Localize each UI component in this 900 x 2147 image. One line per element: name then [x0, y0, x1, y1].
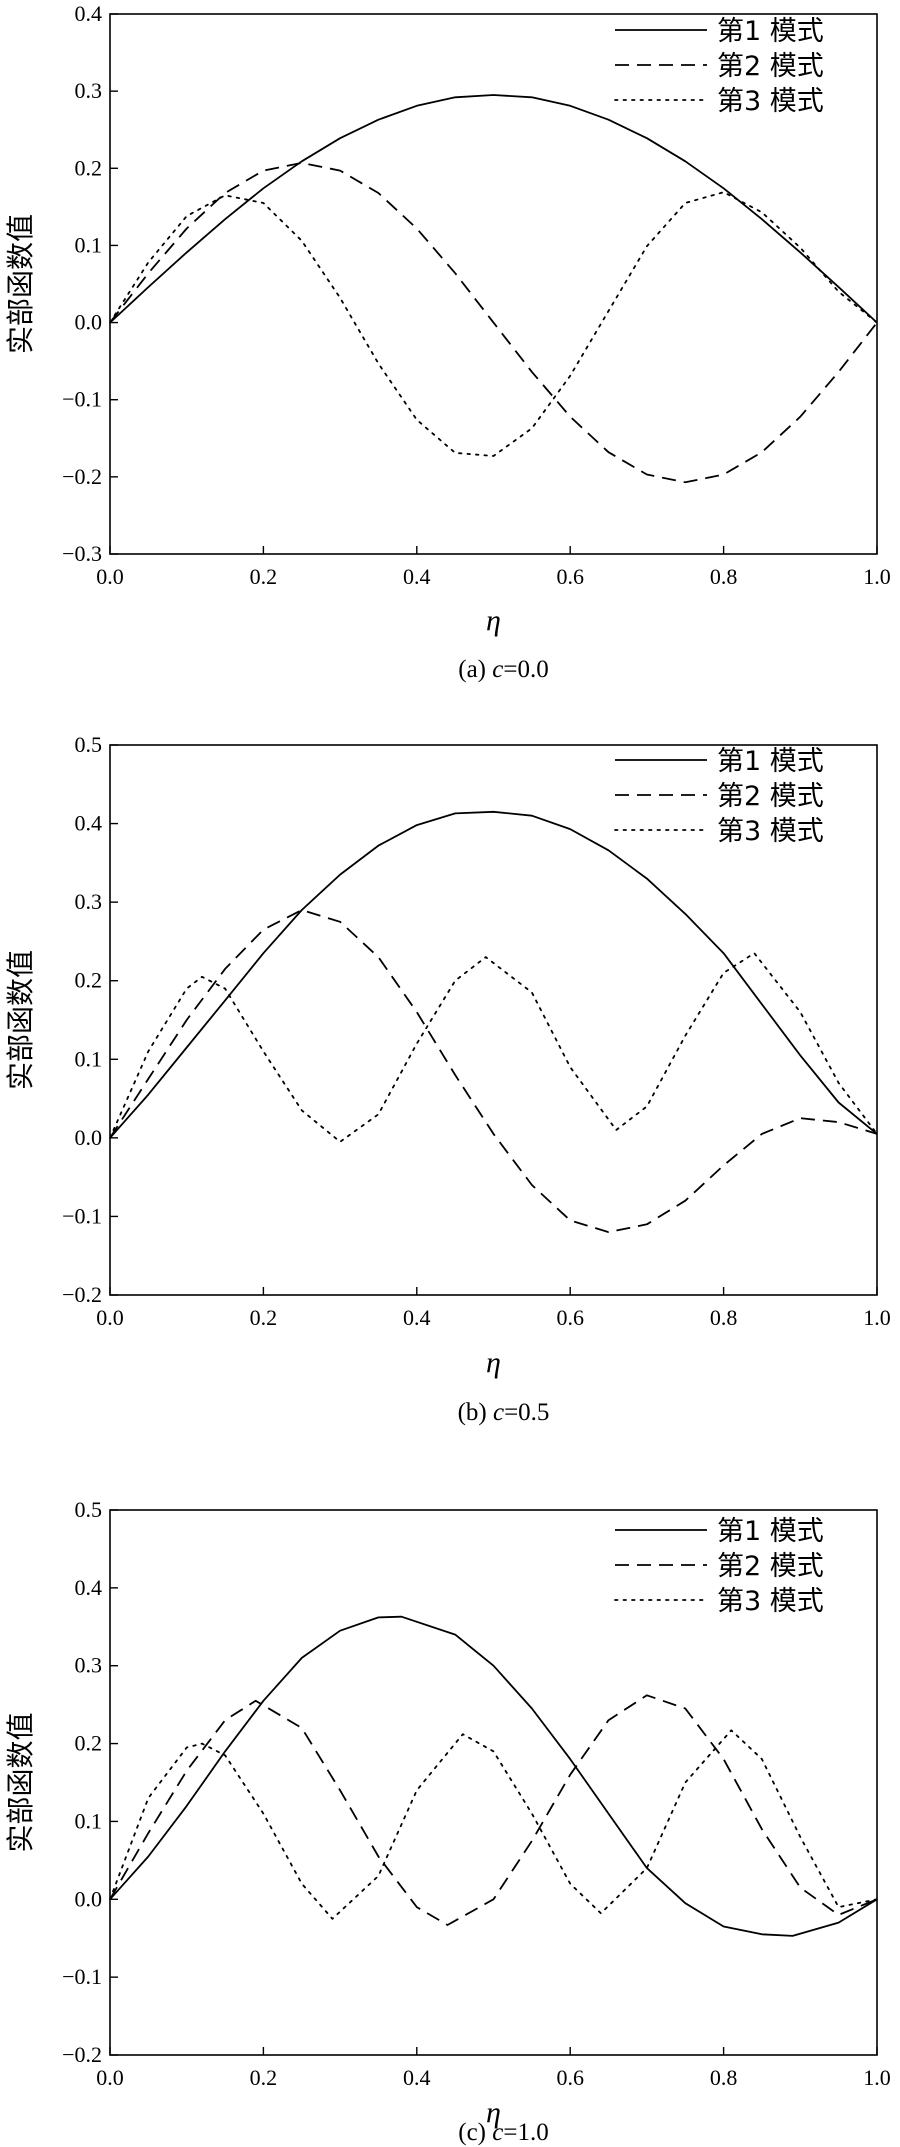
panel-caption: (a) c=0.0 [458, 656, 548, 683]
y-tick-label: 0.0 [75, 1886, 103, 1911]
legend-label-mode-1: 第1 模式 [717, 746, 824, 777]
chart-panel-3: 0.0 0.2 0.4 0.6 0.8 1.0 −0.2 −0.1 0.0 0.1 0.2 0.3 0.… [4, 1497, 891, 2146]
plot-frame [109, 13, 878, 555]
y-axis-label: 实部函数值 [4, 214, 37, 354]
series-line-mode-1 [109, 1615, 878, 1937]
panel-caption: (c) c=1.0 [458, 2119, 548, 2146]
x-tick-label: 1.0 [863, 564, 891, 589]
plot-frame [109, 744, 878, 1296]
y-tick-label: 0.0 [75, 1125, 103, 1150]
panel-caption: (b) c=0.5 [458, 1399, 550, 1426]
y-tick-label: 0.5 [75, 1497, 103, 1522]
x-tick-label: 0.6 [556, 564, 584, 589]
x-tick-label: 0.2 [250, 564, 278, 589]
y-tick-label: 0.4 [75, 1575, 103, 1600]
x-tick-label: 0.2 [250, 2065, 278, 2090]
chart-panel-1: 0.0 0.2 0.4 0.6 0.8 1.0 −0.3 −0.2 −0.1 0.0 0.1 0.2 0… [4, 1, 891, 683]
y-tick-label: −0.2 [62, 464, 102, 489]
x-axis-label: η [486, 1346, 501, 1379]
series-line-mode-3 [109, 1729, 878, 1920]
chart-panel-2: 0.0 0.2 0.4 0.6 0.8 1.0 −0.2 −0.1 0.0 0.1 0.2 0.3 0.… [4, 732, 891, 1426]
y-tick-label: 0.1 [75, 1808, 103, 1833]
x-tick-label: 0.6 [556, 2065, 584, 2090]
x-tick-label: 0.4 [403, 564, 431, 589]
legend-label-mode-2: 第2 模式 [717, 1551, 824, 1582]
y-tick-label: 0.2 [75, 155, 103, 180]
legend-label-mode-2: 第2 模式 [717, 51, 824, 82]
y-tick-label: 0.3 [75, 889, 103, 914]
y-axis-label: 实部函数值 [4, 1712, 37, 1852]
y-tick-label: 0.3 [75, 78, 103, 103]
y-tick-label: −0.1 [62, 387, 102, 412]
x-tick-label: 0.8 [710, 1305, 738, 1330]
x-tick-label: 0.2 [250, 1305, 278, 1330]
y-tick-label: 0.2 [75, 1731, 103, 1756]
x-tick-label: 0.0 [96, 1305, 124, 1330]
legend-label-mode-3: 第3 模式 [717, 1586, 824, 1617]
series-line-mode-3 [109, 952, 878, 1143]
x-tick-label: 1.0 [863, 1305, 891, 1330]
legend-label-mode-1: 第1 模式 [717, 16, 824, 47]
series-line-mode-2 [109, 1694, 878, 1926]
x-tick-label: 0.6 [556, 1305, 584, 1330]
y-tick-label: −0.3 [62, 541, 102, 566]
legend-label-mode-2: 第2 模式 [717, 781, 824, 812]
y-tick-label: 0.2 [75, 968, 103, 993]
legend-label-mode-3: 第3 模式 [717, 86, 824, 117]
x-tick-label: 0.0 [96, 564, 124, 589]
x-tick-label: 0.8 [710, 564, 738, 589]
y-tick-label: 0.3 [75, 1653, 103, 1678]
y-tick-label: −0.1 [62, 1203, 102, 1228]
y-axis-label: 实部函数值 [4, 950, 37, 1090]
series-line-mode-2 [109, 162, 878, 484]
x-tick-label: 1.0 [863, 2065, 891, 2090]
x-tick-label: 0.4 [403, 1305, 431, 1330]
plot-frame [109, 1509, 878, 2056]
series-line-mode-1 [109, 810, 878, 1139]
series-line-mode-3 [109, 191, 878, 457]
legend-label-mode-3: 第3 模式 [717, 816, 824, 847]
series-line-mode-2 [109, 909, 878, 1233]
series-line-mode-1 [109, 94, 878, 324]
x-axis-label: η [486, 2096, 501, 2129]
legend-label-mode-1: 第1 模式 [717, 1516, 824, 1547]
x-axis-label: η [486, 604, 501, 637]
y-tick-label: 0.1 [75, 1046, 103, 1071]
y-tick-label: 0.5 [75, 732, 103, 757]
y-tick-label: 0.1 [75, 232, 103, 257]
x-tick-label: 0.4 [403, 2065, 431, 2090]
y-tick-label: 0.4 [75, 811, 103, 836]
y-tick-label: −0.1 [62, 1964, 102, 1989]
y-tick-label: 0.4 [75, 1, 103, 26]
x-tick-label: 0.0 [96, 2065, 124, 2090]
y-tick-label: −0.2 [62, 2042, 102, 2067]
y-tick-label: −0.2 [62, 1282, 102, 1307]
y-tick-label: 0.0 [75, 310, 103, 335]
x-tick-label: 0.8 [710, 2065, 738, 2090]
